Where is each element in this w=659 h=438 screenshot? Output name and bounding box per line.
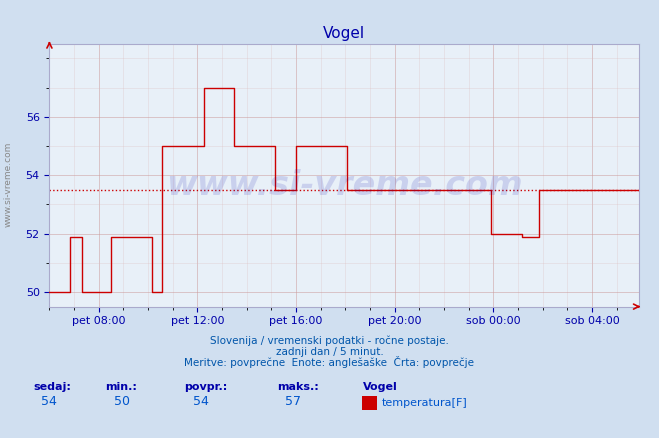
Text: sedaj:: sedaj: (33, 382, 71, 392)
Text: Vogel: Vogel (362, 382, 397, 392)
Text: Slovenija / vremenski podatki - ročne postaje.: Slovenija / vremenski podatki - ročne po… (210, 336, 449, 346)
Text: Meritve: povprečne  Enote: anglešaške  Črta: povprečje: Meritve: povprečne Enote: anglešaške Črt… (185, 356, 474, 368)
Title: Vogel: Vogel (324, 26, 365, 41)
Text: 50: 50 (114, 395, 130, 408)
Text: 57: 57 (285, 395, 301, 408)
Text: www.si-vreme.com: www.si-vreme.com (166, 169, 523, 202)
Text: 54: 54 (193, 395, 209, 408)
Text: zadnji dan / 5 minut.: zadnji dan / 5 minut. (275, 347, 384, 357)
Text: www.si-vreme.com: www.si-vreme.com (3, 141, 13, 226)
Text: maks.:: maks.: (277, 382, 318, 392)
Text: 54: 54 (42, 395, 57, 408)
Text: povpr.:: povpr.: (185, 382, 228, 392)
Text: temperatura[F]: temperatura[F] (382, 398, 468, 408)
Text: min.:: min.: (105, 382, 137, 392)
